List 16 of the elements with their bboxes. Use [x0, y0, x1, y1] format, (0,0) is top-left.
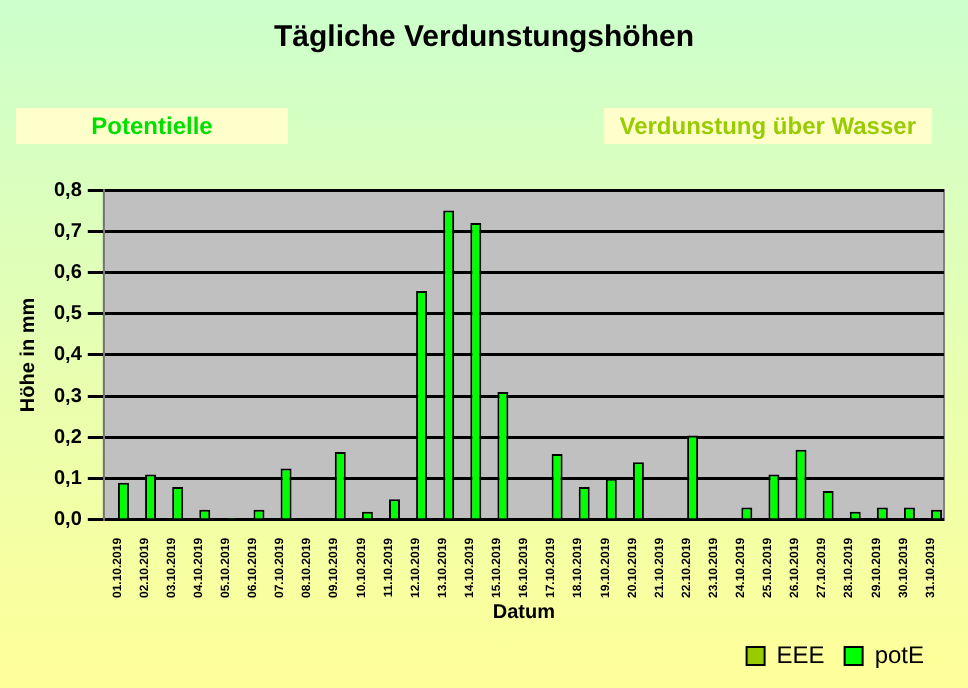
y-tick-label: 0,6: [53, 261, 83, 284]
y-axis-title: Höhe in mm: [17, 297, 40, 413]
y-tick-label: 0,7: [53, 220, 83, 243]
legend-label: EEE: [776, 640, 825, 669]
text: Potentielle: [16, 108, 288, 144]
x-axis-title: Datum: [492, 601, 556, 624]
y-tick-label: 0,2: [53, 426, 83, 449]
y-tick-label: 0,5: [53, 303, 83, 326]
legend-label: potE: [874, 640, 924, 669]
y-tick-label: 0,0: [53, 509, 83, 532]
y-tick-label: 0,4: [53, 344, 83, 367]
text: Verdunstung über Wasser: [603, 108, 932, 144]
y-tick-label: 0,3: [53, 385, 83, 408]
chart-title: Tägliche Verdunstungshöhen: [271, 20, 697, 54]
y-tick-label: 0,8: [53, 179, 83, 202]
y-tick-label: 0,1: [53, 468, 83, 491]
